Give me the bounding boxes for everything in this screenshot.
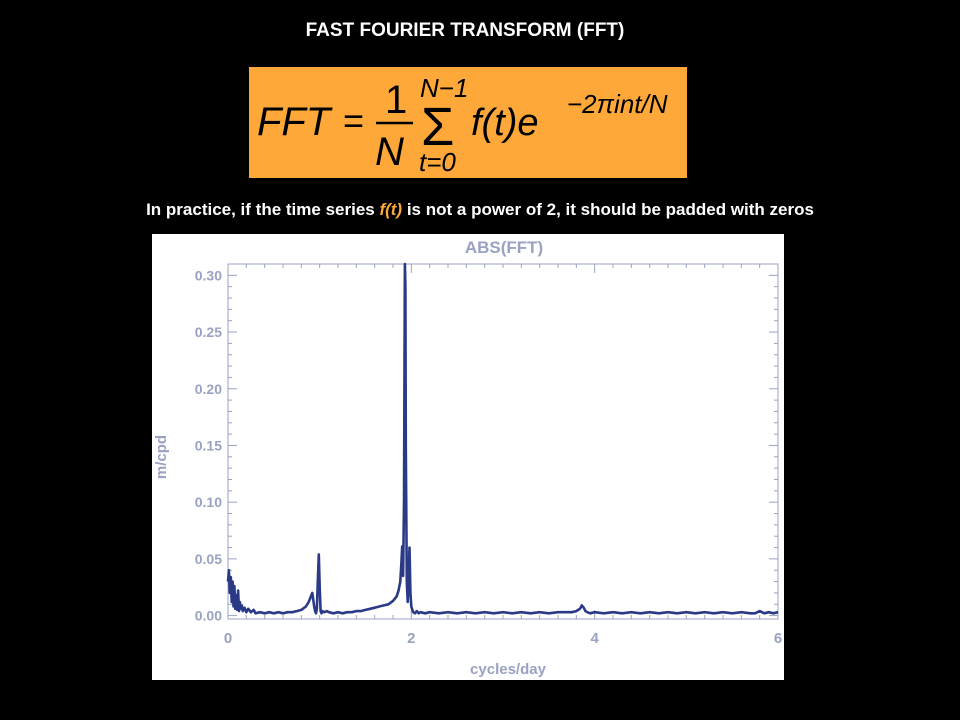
x-axis-label: cycles/day <box>470 661 547 678</box>
caption-highlight: f(t) <box>379 200 403 219</box>
y-tick-label: 0.25 <box>195 324 222 340</box>
y-tick-label: 0.30 <box>195 267 222 283</box>
y-axis-label: m/cpd <box>153 435 170 479</box>
y-tick-label: 0.20 <box>195 381 222 397</box>
y-tick-labels: 0.00 0.05 0.10 0.15 0.20 0.25 0.30 <box>195 267 222 623</box>
formula-equals: = <box>343 100 364 141</box>
x-tick-label: 0 <box>224 630 232 647</box>
x-tick-label: 4 <box>590 630 599 647</box>
formula-exponent: −2πint/N <box>567 89 668 119</box>
fft-plot-panel: ABS(FFT) cycles/day m/cpd 0.00 0.05 0.10 0.… <box>152 234 784 680</box>
chart-title: ABS(FFT) <box>465 238 543 257</box>
series-line-0 <box>226 262 779 615</box>
series-layer <box>226 262 779 615</box>
formula-body: f(t)e <box>471 102 539 144</box>
caption-after: is not a power of 2, it should be padded… <box>402 200 814 219</box>
x-tick-label: 2 <box>407 630 415 647</box>
caption-before: In practice, if the time series <box>146 200 380 219</box>
formula-lhs: FFT <box>257 100 333 144</box>
formula-fraction-denominator: N <box>375 130 404 174</box>
formula-fraction-numerator: 1 <box>385 78 407 122</box>
formula-sum-lower: t=0 <box>419 147 456 177</box>
plot-frame <box>227 263 779 620</box>
x-tick-label: 6 <box>774 630 782 647</box>
fft-formula-box: FFT = 1 N N−1 Σ t=0 f(t)e −2πint/N <box>249 67 687 178</box>
formula-sum-upper: N−1 <box>420 73 468 103</box>
slide-title: FAST FOURIER TRANSFORM (FFT) <box>305 20 625 41</box>
y-tick-label: 0.00 <box>195 608 222 624</box>
y-tick-label: 0.05 <box>195 551 222 567</box>
fft-formula: FFT = 1 N N−1 Σ t=0 f(t)e −2πint/N <box>257 73 668 177</box>
x-tick-labels: 0 2 4 6 <box>224 630 782 647</box>
y-tick-label: 0.10 <box>195 494 222 510</box>
y-tick-label: 0.15 <box>195 437 222 453</box>
fft-plot: ABS(FFT) cycles/day m/cpd 0.000.050.100.… <box>153 238 782 678</box>
axis-ticks <box>227 263 779 619</box>
formula-sum-sign: Σ <box>421 97 454 157</box>
caption-text: In practice, if the time series f(t) is … <box>0 200 960 220</box>
